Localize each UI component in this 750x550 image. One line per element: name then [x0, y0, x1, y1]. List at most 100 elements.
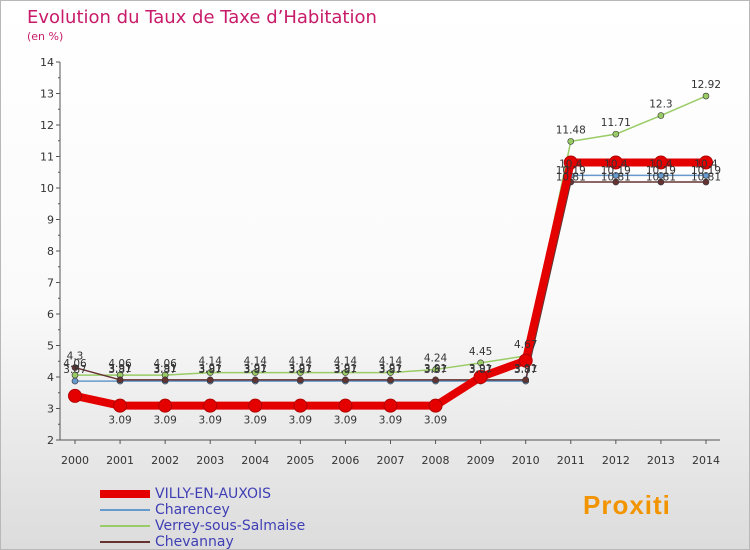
data-point: [702, 172, 710, 179]
data-label: 3.91: [514, 363, 537, 375]
legend-item-verrey: Verrey-sous-Salmaise: [100, 518, 305, 534]
data-point: [71, 371, 79, 379]
x-tick-label: 2005: [286, 454, 314, 467]
x-tick-label: 2004: [241, 454, 269, 467]
data-label: 3.87: [153, 364, 176, 376]
data-label: 3.09: [108, 415, 131, 427]
data-label: 3.87: [244, 364, 267, 376]
data-label: 10.4: [604, 158, 628, 170]
data-label: 10.81: [691, 171, 721, 183]
y-tick-label: 8: [47, 245, 54, 258]
data-point: [657, 172, 665, 179]
data-label: 4.3: [67, 351, 84, 363]
data-label: 10.4: [649, 158, 673, 170]
data-point: [342, 376, 349, 384]
data-point: [608, 155, 623, 170]
x-tick-label: 2001: [106, 454, 134, 467]
data-point: [297, 369, 304, 376]
data-label: 3.87: [63, 364, 86, 376]
y-tick-label: 9: [47, 214, 54, 227]
data-label: 3.09: [379, 415, 402, 427]
data-label: 4.14: [199, 356, 223, 368]
y-tick-label: 13: [40, 88, 54, 101]
y-tick-label: 2: [47, 434, 54, 447]
data-label: 3.87: [334, 364, 357, 376]
x-tick-label: 2014: [692, 454, 720, 467]
legend-item-charencey: Charencey: [100, 502, 305, 518]
chart-title: Evolution du Taux de Taxe d’Habitation: [27, 7, 377, 28]
data-label: 10.19: [601, 165, 631, 177]
x-tick-label: 2010: [512, 454, 540, 467]
data-point: [116, 376, 124, 384]
data-point: [248, 398, 263, 413]
data-point: [432, 366, 439, 373]
x-tick-label: 2013: [647, 454, 675, 467]
x-tick-label: 2009: [467, 454, 495, 467]
series-line-chevannay: [74, 181, 707, 381]
y-tick-label: 5: [47, 340, 54, 353]
data-point: [161, 376, 169, 384]
data-label: 3.87: [379, 364, 402, 376]
y-tick-label: 6: [47, 308, 54, 321]
data-point: [428, 398, 443, 413]
data-label: 10.19: [646, 165, 676, 177]
y-tick-label: 14: [40, 56, 54, 69]
x-tick-label: 2011: [557, 454, 585, 467]
legend-swatch-charencey: [100, 509, 150, 511]
y-tick-label: 11: [40, 151, 54, 164]
x-tick-label: 2000: [61, 454, 89, 467]
data-point: [342, 369, 349, 376]
data-point: [293, 398, 308, 413]
data-point: [567, 138, 575, 145]
x-tick-label: 2006: [331, 454, 359, 467]
data-point: [612, 130, 620, 138]
data-point: [657, 112, 665, 119]
legend-label-villy: VILLY-EN-AUXOIS: [155, 486, 272, 502]
series-line-charencey: [74, 174, 707, 382]
data-label: 10.81: [646, 171, 676, 183]
data-label: 3.09: [289, 415, 312, 427]
data-point: [387, 376, 394, 384]
data-point: [522, 376, 530, 384]
data-point: [432, 376, 439, 384]
data-label: 10.81: [556, 171, 586, 183]
y-tick-label: 7: [47, 277, 54, 290]
data-label: 4.24: [424, 352, 448, 364]
proxiti-logo: Proxiti: [583, 490, 671, 520]
legend-swatch-verrey: [100, 525, 150, 527]
data-point: [473, 370, 488, 384]
legend-label-charencey: Charencey: [155, 502, 230, 518]
data-label: 3.91: [108, 363, 131, 375]
data-point: [206, 376, 214, 384]
data-label: 4.14: [289, 356, 313, 368]
data-label: 12.3: [649, 99, 672, 111]
data-label: 12.92: [691, 79, 721, 91]
data-label: 3.91: [379, 363, 402, 375]
series-line-verrey-sous-salmaise: [74, 95, 707, 376]
data-label: 4.14: [334, 356, 358, 368]
data-point: [387, 369, 394, 376]
unit-label: (en %): [27, 30, 64, 43]
data-label: 3.87: [289, 364, 312, 376]
data-point: [653, 155, 668, 170]
data-label: 3.09: [153, 415, 176, 427]
data-point: [113, 398, 128, 413]
data-point: [612, 172, 620, 179]
data-label: 3.87: [199, 364, 222, 376]
data-label: 10.19: [691, 165, 721, 177]
data-point: [477, 359, 484, 367]
data-point: [612, 178, 620, 186]
data-label: 4.06: [63, 358, 87, 370]
data-label: 10.4: [559, 158, 583, 170]
data-label: 3.91: [289, 363, 312, 375]
legend: VILLY-EN-AUXOIS Charencey Verrey-sous-Sa…: [100, 486, 305, 550]
data-point: [518, 353, 533, 368]
data-label: 4.14: [244, 356, 268, 368]
data-label: 3.09: [244, 415, 267, 427]
data-point: [698, 155, 713, 170]
data-label: 3.09: [424, 415, 447, 427]
x-tick-label: 2007: [376, 454, 404, 467]
x-tick-label: 2008: [422, 454, 450, 467]
